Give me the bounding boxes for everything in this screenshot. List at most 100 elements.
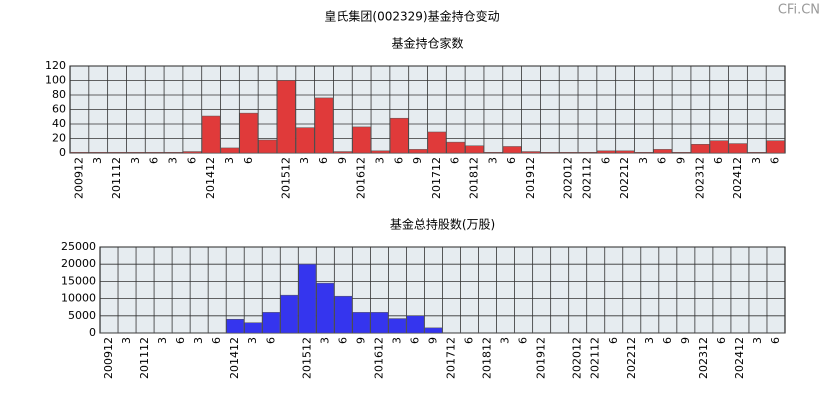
bar (352, 126, 371, 154)
x-tick-label: 3 (637, 157, 650, 164)
bar (88, 152, 108, 154)
x-tick-label: 202312 (697, 337, 710, 379)
y-tick-label: 20000 (61, 257, 96, 270)
bar (352, 312, 371, 334)
x-tick-label: 200912 (72, 157, 85, 199)
x-tick-label: 3 (192, 337, 205, 344)
x-tick-label: 6 (185, 157, 198, 164)
bar (316, 282, 335, 334)
x-tick-label: 3 (751, 337, 764, 344)
chart-title: 基金持仓家数 (391, 36, 463, 51)
x-tick-label: 6 (174, 337, 187, 344)
x-tick-label: 202212 (618, 157, 631, 199)
y-tick-label: 120 (45, 59, 66, 72)
x-tick-label: 3 (643, 337, 656, 344)
x-tick-label: 9 (354, 337, 367, 344)
x-tick-label: 9 (336, 157, 349, 164)
x-tick-label: 6 (317, 157, 330, 164)
x-tick-label: 201612 (372, 337, 385, 379)
bar (334, 295, 353, 334)
x-tick-label: 6 (715, 337, 728, 344)
x-tick-label: 6 (656, 157, 669, 164)
x-tick-label: 202412 (733, 337, 746, 379)
x-tick-label: 202212 (625, 337, 638, 379)
y-tick-label: 10000 (61, 292, 96, 305)
x-tick-label: 201912 (524, 157, 537, 199)
bar (578, 152, 597, 154)
x-tick-label: 3 (298, 157, 311, 164)
x-tick-label: 3 (246, 337, 259, 344)
bar (333, 151, 353, 154)
bar (559, 152, 578, 154)
bar (691, 144, 710, 154)
bar (672, 152, 691, 154)
y-tick-label: 0 (59, 146, 66, 159)
x-tick-label: 201512 (300, 337, 313, 379)
x-tick-label: 201812 (481, 337, 494, 379)
bar (298, 263, 317, 334)
x-tick-label: 3 (223, 157, 236, 164)
bar (295, 127, 315, 154)
x-tick-label: 200912 (102, 337, 115, 379)
bar (747, 152, 767, 154)
x-tick-label: 3 (750, 157, 763, 164)
y-tick-label: 0 (89, 326, 96, 339)
x-tick-label: 3 (91, 157, 104, 164)
bar (277, 80, 296, 154)
bar (424, 327, 443, 334)
x-tick-label: 202312 (693, 157, 706, 199)
bar (145, 152, 164, 154)
x-tick-label: 201812 (468, 157, 481, 199)
x-tick-label: 6 (264, 337, 277, 344)
x-tick-label: 201412 (228, 337, 241, 379)
bar (70, 152, 89, 154)
x-tick-label: 3 (373, 157, 386, 164)
y-tick-label: 20 (52, 132, 66, 145)
bar (709, 140, 729, 154)
x-tick-label: 201412 (204, 157, 217, 199)
x-tick-label: 3 (120, 337, 133, 344)
bar (262, 312, 281, 334)
bar (634, 152, 654, 154)
bar (258, 139, 277, 154)
bar (484, 152, 503, 154)
x-tick-label: 9 (411, 157, 424, 164)
x-tick-label: 201912 (535, 337, 548, 379)
bar (596, 150, 616, 154)
x-tick-label: 6 (392, 157, 405, 164)
x-tick-label: 3 (486, 157, 499, 164)
x-tick-label: 6 (210, 337, 223, 344)
x-tick-label: 201612 (355, 157, 368, 199)
x-tick-label: 6 (449, 157, 462, 164)
x-tick-label: 6 (148, 157, 161, 164)
y-tick-label: 40 (52, 117, 66, 130)
x-tick-label: 202012 (562, 157, 575, 199)
bar (239, 112, 259, 154)
bar (766, 140, 785, 154)
x-tick-label: 6 (517, 337, 530, 344)
x-tick-label: 6 (769, 157, 782, 164)
x-tick-label: 201112 (110, 157, 123, 199)
x-tick-label: 202412 (731, 157, 744, 199)
x-tick-label: 6 (336, 337, 349, 344)
bar (201, 115, 221, 154)
bar (164, 152, 183, 154)
x-tick-label: 3 (318, 337, 331, 344)
bar (728, 143, 748, 154)
bar (107, 152, 127, 154)
x-tick-label: 6 (242, 157, 255, 164)
bar (408, 149, 428, 154)
bar (521, 151, 541, 154)
page-title: 皇氏集团(002329)基金持仓变动 (324, 9, 499, 24)
y-tick-label: 25000 (61, 240, 96, 253)
y-tick-label: 5000 (68, 309, 96, 322)
x-tick-label: 201112 (138, 337, 151, 379)
y-tick-label: 100 (45, 74, 66, 87)
bar (446, 141, 466, 154)
x-tick-label: 6 (505, 157, 518, 164)
x-tick-label: 201712 (445, 337, 458, 379)
bar (502, 146, 522, 154)
x-tick-label: 3 (166, 157, 179, 164)
x-tick-label: 9 (679, 337, 692, 344)
